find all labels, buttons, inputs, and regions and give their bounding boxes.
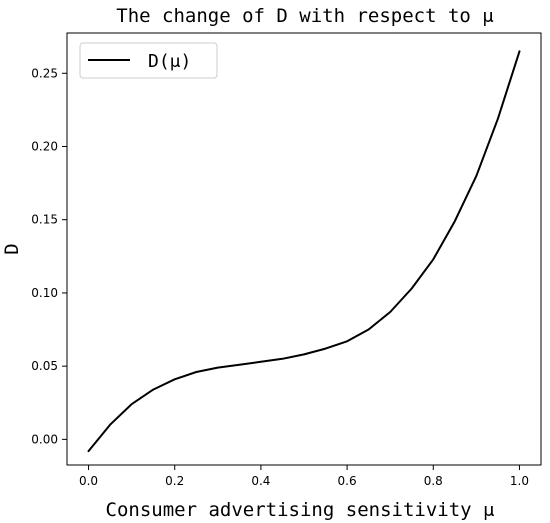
y-tick-label: 0.20 [31,139,58,153]
x-tick-label: 0.2 [165,474,184,488]
series-layer [87,50,521,453]
x-tick-label: 1.0 [510,474,529,488]
plot-frame [66,32,542,466]
x-axis-label: Consumer advertising sensitivity μ [106,499,495,521]
y-axis-label: D [1,243,23,254]
series-line-d-mu [87,50,521,453]
x-tick-label: 0.6 [338,474,357,488]
legend-entry-d-mu: D(μ) [148,51,191,72]
y-tick-label: 0.05 [31,359,58,373]
chart-title: The change of D with respect to μ [116,5,494,27]
plot-area: 0.0 0.2 0.4 0.6 0.8 1.0 0.000.050.100.150.200… [31,32,542,488]
legend-box [79,42,218,79]
y-tick-label: 0.25 [31,66,58,80]
x-tick-label: 0.0 [79,474,98,488]
y-tick-label: 0.15 [31,213,58,227]
x-axis-ticks: 0.0 0.2 0.4 0.6 0.8 1.0 [79,465,529,488]
x-tick-label: 0.4 [251,474,270,488]
legend: D(μ) [79,42,218,79]
y-tick-label: 0.10 [31,286,58,300]
y-axis-ticks: 0.00 0.05 0.10 0.15 0.20 0.25 [31,66,67,446]
x-tick-label: 0.8 [424,474,443,488]
y-tick-label: 0.00 [31,432,58,446]
